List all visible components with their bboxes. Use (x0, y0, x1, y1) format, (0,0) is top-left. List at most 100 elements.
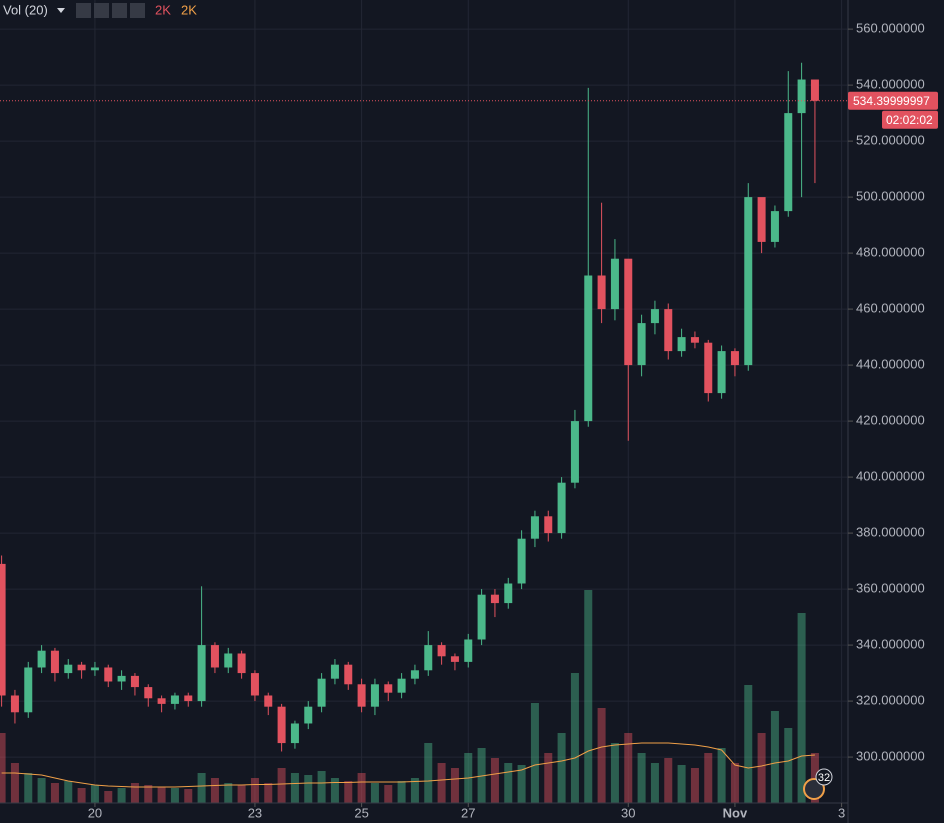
volume-bar (117, 788, 126, 803)
candle-body (464, 639, 473, 662)
candle-body (784, 113, 793, 212)
volume-bar (530, 703, 539, 803)
candle-body (264, 695, 273, 707)
volume-bar (344, 781, 353, 803)
volume-layer (0, 590, 819, 803)
dropdown-arrow[interactable] (57, 8, 65, 13)
volume-bar (397, 781, 406, 803)
candle-body (304, 706, 313, 724)
volume-bar (304, 775, 313, 803)
volume-bar (170, 788, 179, 803)
icon-eye[interactable] (76, 3, 91, 18)
candle-body (344, 664, 353, 685)
volume-bar (624, 733, 633, 803)
icon-close[interactable] (130, 3, 145, 18)
candle-body (37, 650, 46, 668)
y-tick-label: 360.000000 (856, 581, 925, 596)
y-tick-label: 540.000000 (856, 77, 925, 92)
candle-body (290, 723, 299, 744)
candle-body (170, 695, 179, 704)
candle-body (224, 653, 233, 668)
candle-body (490, 594, 499, 604)
x-tick-label: 25 (354, 805, 368, 820)
candle-body (130, 675, 139, 688)
volume-bar (250, 778, 259, 803)
volume-bar (717, 748, 726, 803)
y-tick-label: 500.000000 (856, 189, 925, 204)
volume-bar (424, 743, 433, 803)
candle-body (557, 482, 566, 534)
x-tick-label: Nov (723, 805, 748, 820)
candle-body (810, 79, 819, 101)
volume-bar (584, 590, 593, 803)
candle-body (610, 258, 619, 310)
candle-body (570, 421, 579, 483)
candle-body (144, 687, 153, 699)
candle-body (650, 309, 659, 324)
candle-body (317, 678, 326, 707)
candle-body (330, 664, 339, 679)
volume-bar (504, 763, 513, 803)
candle-body (77, 664, 86, 671)
candle-body (237, 653, 246, 674)
x-tick-label: 30 (621, 805, 635, 820)
candle-body (157, 698, 166, 704)
y-tick-label: 440.000000 (856, 357, 925, 372)
volume-bar (597, 708, 606, 803)
y-tick-label: 560.000000 (856, 21, 925, 36)
icon-add[interactable] (112, 3, 127, 18)
candle-body (10, 695, 19, 713)
volume-bar (330, 778, 339, 803)
candle-body (664, 309, 673, 352)
volume-bar (277, 768, 286, 803)
indicator-value: 2K (181, 2, 197, 17)
candle-body (424, 645, 433, 671)
candle-body (624, 258, 633, 366)
candle-body (184, 695, 193, 702)
volume-bar (237, 785, 246, 803)
countdown-label: 02:02:02 (886, 113, 933, 127)
candle-body (250, 673, 259, 696)
event-icon[interactable] (803, 778, 825, 800)
candle-body (450, 656, 459, 662)
icon-settings[interactable] (94, 3, 109, 18)
badge-label: 32 (818, 772, 830, 784)
volume-bar (797, 613, 806, 803)
x-tick-label: 23 (248, 805, 262, 820)
volume-bar (197, 773, 206, 803)
volume-bar (450, 768, 459, 803)
candle-body (104, 667, 113, 682)
y-tick-label: 340.000000 (856, 637, 925, 652)
candle-body (597, 275, 606, 310)
volume-bar (144, 785, 153, 803)
last-price-box (848, 91, 938, 110)
volume-bar (557, 733, 566, 803)
candle-body (437, 645, 446, 657)
candle-body (384, 684, 393, 693)
volume-bar (90, 785, 99, 803)
volume-bar (0, 733, 6, 803)
candle-body (637, 323, 646, 366)
volume-ma-line (1, 742, 815, 788)
volume-bar (704, 753, 713, 803)
badge-bg (815, 768, 833, 786)
volume-bar (517, 765, 526, 803)
volume-bar (130, 783, 139, 803)
volume-bar (570, 673, 579, 803)
volume-bar (77, 788, 86, 803)
y-tick-label: 520.000000 (856, 133, 925, 148)
volume-bar (157, 787, 166, 803)
y-tick-label: 320.000000 (856, 693, 925, 708)
volume-bar (650, 763, 659, 803)
candle-body (530, 516, 539, 539)
volume-bar (637, 753, 646, 803)
volume-bar (770, 711, 779, 803)
volume-bar (384, 785, 393, 803)
volume-bar (730, 763, 739, 803)
y-tick-label: 300.000000 (856, 749, 925, 764)
volume-bar (610, 743, 619, 803)
candle-body (64, 664, 73, 674)
volume-bar (437, 763, 446, 803)
volume-bar (544, 753, 553, 803)
volume-bar (690, 768, 699, 803)
